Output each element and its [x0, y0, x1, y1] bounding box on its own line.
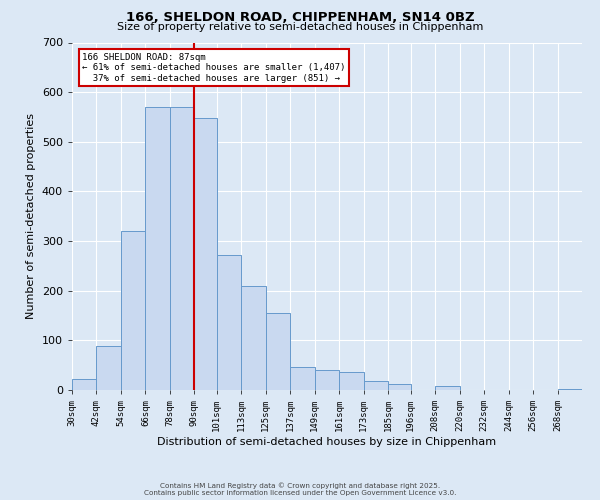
Bar — [364, 381, 388, 390]
Bar — [121, 230, 145, 390]
Bar — [194, 118, 217, 390]
Bar — [72, 379, 97, 390]
Bar — [435, 386, 460, 390]
Text: Contains public sector information licensed under the Open Government Licence v3: Contains public sector information licen… — [144, 490, 456, 496]
Bar — [97, 346, 121, 390]
Text: 166, SHELDON ROAD, CHIPPENHAM, SN14 0BZ: 166, SHELDON ROAD, CHIPPENHAM, SN14 0BZ — [125, 11, 475, 24]
Bar — [557, 388, 582, 390]
Text: Size of property relative to semi-detached houses in Chippenham: Size of property relative to semi-detach… — [117, 22, 483, 32]
Y-axis label: Number of semi-detached properties: Number of semi-detached properties — [26, 114, 36, 320]
Bar — [315, 370, 339, 390]
Bar — [241, 286, 266, 390]
Bar — [170, 107, 194, 390]
Bar — [266, 313, 290, 390]
Bar — [388, 384, 410, 390]
Bar — [290, 367, 315, 390]
Bar — [145, 107, 170, 390]
X-axis label: Distribution of semi-detached houses by size in Chippenham: Distribution of semi-detached houses by … — [157, 437, 497, 447]
Text: Contains HM Land Registry data © Crown copyright and database right 2025.: Contains HM Land Registry data © Crown c… — [160, 482, 440, 489]
Bar — [339, 372, 364, 390]
Bar — [217, 255, 241, 390]
Text: 166 SHELDON ROAD: 87sqm
← 61% of semi-detached houses are smaller (1,407)
  37% : 166 SHELDON ROAD: 87sqm ← 61% of semi-de… — [82, 53, 346, 82]
